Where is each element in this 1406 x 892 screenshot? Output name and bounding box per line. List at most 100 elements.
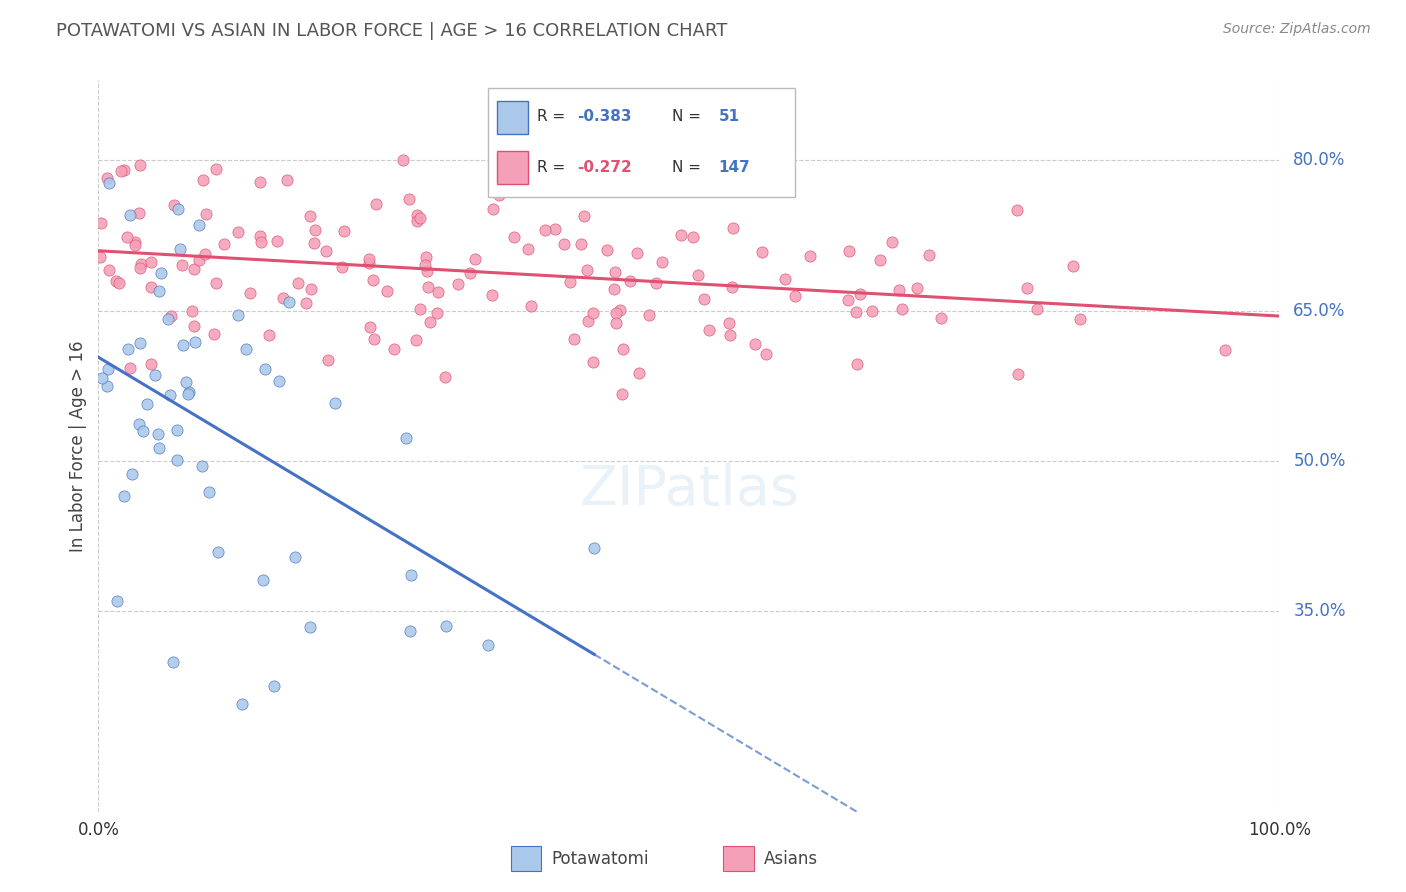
Text: R =: R = bbox=[537, 161, 571, 175]
Point bbox=[361, 273, 384, 287]
Point bbox=[384, 342, 406, 356]
Point bbox=[298, 619, 321, 633]
Y-axis label: In Labor Force | Age > 16: In Labor Force | Age > 16 bbox=[69, 340, 87, 552]
Text: 51: 51 bbox=[718, 109, 740, 124]
Point bbox=[141, 280, 163, 294]
Point bbox=[1005, 202, 1028, 217]
Point bbox=[447, 277, 470, 291]
Point bbox=[434, 369, 457, 384]
Point bbox=[405, 208, 427, 222]
Point bbox=[330, 260, 353, 274]
Point bbox=[415, 250, 437, 264]
Text: N =: N = bbox=[672, 109, 702, 124]
Text: -0.383: -0.383 bbox=[578, 109, 631, 124]
Point bbox=[359, 256, 381, 270]
Point bbox=[190, 458, 212, 473]
Point bbox=[177, 387, 200, 401]
Point bbox=[544, 222, 567, 236]
Point bbox=[129, 257, 152, 271]
Text: 80.0%: 80.0% bbox=[1294, 152, 1346, 169]
Point bbox=[716, 157, 738, 171]
Text: 147: 147 bbox=[718, 161, 751, 175]
Point bbox=[720, 280, 742, 294]
Point bbox=[650, 255, 672, 269]
Point bbox=[128, 205, 150, 219]
Point bbox=[108, 276, 131, 290]
Point bbox=[276, 173, 298, 187]
Point bbox=[287, 276, 309, 290]
Point bbox=[128, 158, 150, 172]
Point bbox=[697, 323, 720, 337]
Point bbox=[194, 207, 217, 221]
Point bbox=[166, 452, 188, 467]
Point bbox=[751, 245, 773, 260]
Point bbox=[90, 216, 112, 230]
Text: Source: ZipAtlas.com: Source: ZipAtlas.com bbox=[1223, 22, 1371, 37]
Point bbox=[645, 277, 668, 291]
Point bbox=[603, 282, 626, 296]
Point bbox=[576, 262, 599, 277]
Point bbox=[96, 379, 118, 393]
Point bbox=[271, 292, 294, 306]
Point bbox=[148, 284, 170, 298]
Point bbox=[121, 467, 143, 481]
Point bbox=[717, 317, 740, 331]
Point bbox=[162, 198, 184, 212]
Point bbox=[170, 258, 193, 272]
Point bbox=[226, 308, 249, 322]
Point bbox=[426, 306, 449, 320]
Point bbox=[686, 268, 709, 283]
Point bbox=[110, 164, 132, 178]
Point bbox=[333, 224, 356, 238]
Point bbox=[118, 360, 141, 375]
Point bbox=[124, 238, 146, 252]
Point bbox=[294, 296, 316, 310]
Point bbox=[277, 295, 299, 310]
Point bbox=[846, 357, 869, 371]
Point bbox=[115, 230, 138, 244]
Point bbox=[254, 362, 277, 376]
Point bbox=[128, 417, 150, 431]
Point bbox=[112, 489, 135, 503]
Point bbox=[669, 228, 692, 243]
Point bbox=[263, 679, 285, 693]
Point bbox=[405, 333, 427, 347]
Point bbox=[628, 157, 651, 171]
Point bbox=[605, 306, 627, 320]
Point bbox=[129, 336, 152, 351]
Bar bbox=[510, 847, 541, 871]
Point bbox=[97, 362, 120, 376]
Point bbox=[562, 332, 585, 346]
Point bbox=[838, 244, 860, 258]
Text: ZIPatlas: ZIPatlas bbox=[579, 463, 799, 516]
Point bbox=[405, 214, 427, 228]
Point bbox=[416, 280, 439, 294]
Point bbox=[755, 347, 778, 361]
Point bbox=[399, 567, 422, 582]
Point bbox=[267, 374, 290, 388]
Point bbox=[148, 442, 170, 456]
Point bbox=[97, 176, 120, 190]
Point bbox=[205, 276, 228, 290]
Point bbox=[162, 655, 184, 669]
Point bbox=[315, 244, 337, 258]
Point bbox=[89, 250, 111, 264]
Point bbox=[239, 285, 262, 300]
Point bbox=[198, 484, 221, 499]
Point bbox=[105, 594, 128, 608]
Point bbox=[159, 310, 181, 324]
Point bbox=[464, 252, 486, 267]
Point bbox=[124, 235, 146, 250]
Point bbox=[252, 573, 274, 587]
Point bbox=[136, 397, 159, 411]
Point bbox=[207, 545, 229, 559]
Point bbox=[869, 253, 891, 268]
Point bbox=[129, 261, 152, 276]
Text: -0.272: -0.272 bbox=[578, 161, 631, 175]
Point bbox=[693, 292, 716, 306]
Point bbox=[576, 314, 599, 328]
Point bbox=[409, 211, 432, 225]
Point bbox=[416, 264, 439, 278]
Text: 65.0%: 65.0% bbox=[1294, 301, 1346, 319]
Point bbox=[98, 263, 121, 277]
